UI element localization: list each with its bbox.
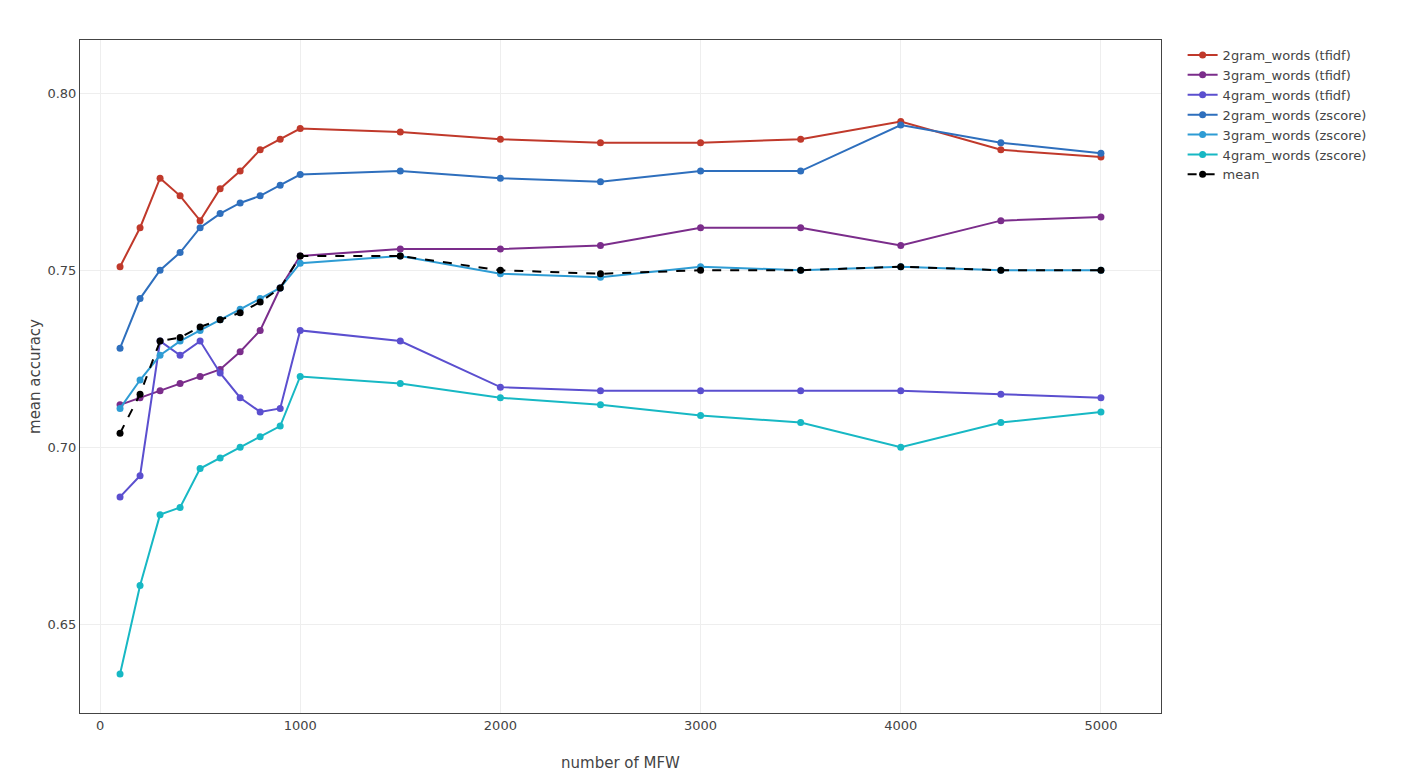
svg-text:2gram_words (zscore): 2gram_words (zscore) xyxy=(1223,108,1367,123)
svg-text:0.70: 0.70 xyxy=(47,440,76,455)
svg-text:1000: 1000 xyxy=(284,718,317,733)
svg-text:3gram_words (zscore): 3gram_words (zscore) xyxy=(1223,128,1367,143)
svg-text:4gram_words (tfidf): 4gram_words (tfidf) xyxy=(1223,88,1351,103)
svg-text:0.75: 0.75 xyxy=(47,263,76,278)
svg-text:2000: 2000 xyxy=(484,718,517,733)
svg-text:0.65: 0.65 xyxy=(47,617,76,632)
svg-text:4000: 4000 xyxy=(884,718,917,733)
svg-text:3000: 3000 xyxy=(684,718,717,733)
svg-text:mean: mean xyxy=(1223,167,1260,182)
svg-text:5000: 5000 xyxy=(1084,718,1117,733)
svg-text:mean accuracy: mean accuracy xyxy=(26,319,44,434)
svg-text:4gram_words (zscore): 4gram_words (zscore) xyxy=(1223,148,1367,163)
svg-text:2gram_words (tfidf): 2gram_words (tfidf) xyxy=(1223,48,1351,63)
svg-text:3gram_words (tfidf): 3gram_words (tfidf) xyxy=(1223,68,1351,83)
svg-text:0: 0 xyxy=(96,718,104,733)
svg-text:0.80: 0.80 xyxy=(47,86,76,101)
svg-text:number of MFW: number of MFW xyxy=(561,754,680,772)
